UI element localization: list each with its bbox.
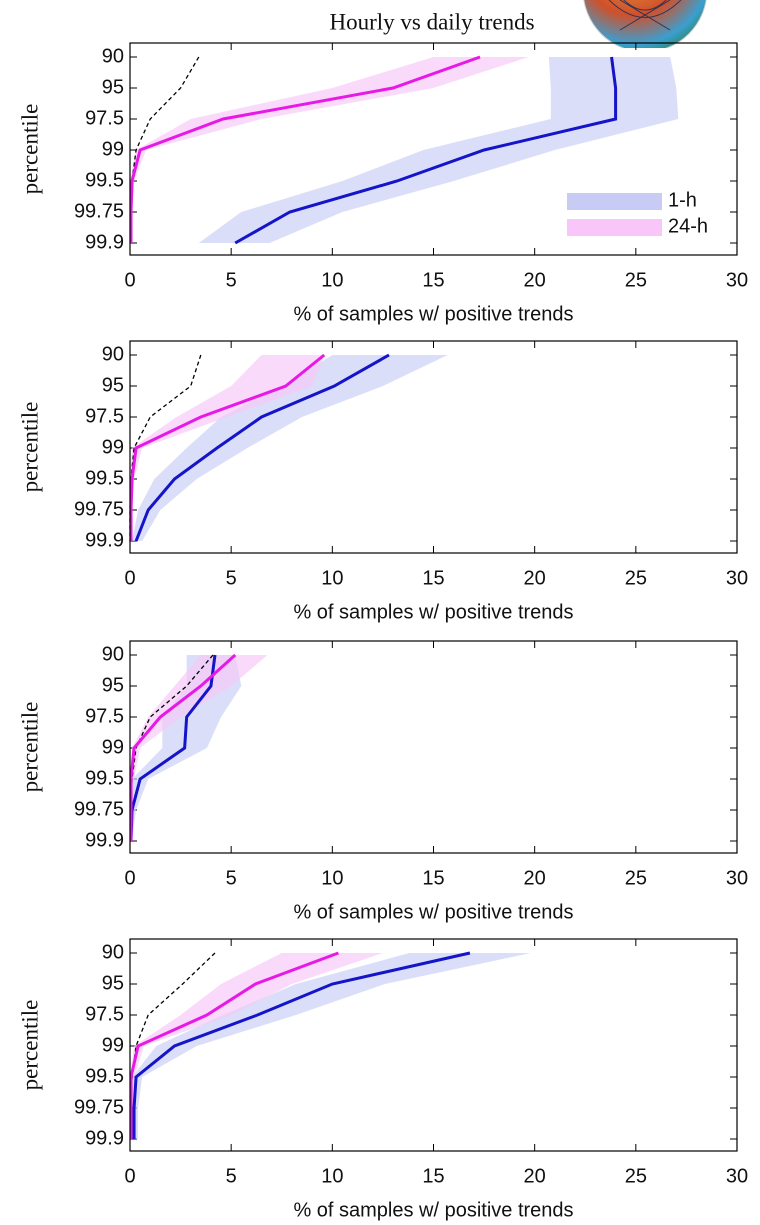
chart-title: Hourly vs daily trends xyxy=(329,9,534,34)
x-tick-label: 20 xyxy=(524,867,546,889)
band xyxy=(130,57,529,243)
y-tick-label: 97.5 xyxy=(85,107,124,129)
y-tick-label: 90 xyxy=(102,643,124,665)
y-tick-label: 99.9 xyxy=(85,231,124,253)
reference-line xyxy=(130,952,216,1139)
x-axis-label: % of samples w/ positive trends xyxy=(293,901,573,923)
y-tick-label: 99.5 xyxy=(85,467,124,489)
y-tick-label: 95 xyxy=(102,972,124,994)
x-tick-label: 25 xyxy=(625,567,647,589)
y-tick-label: 99 xyxy=(102,138,124,160)
x-tick-label: 5 xyxy=(226,1165,237,1187)
y-tick-label: 95 xyxy=(102,76,124,98)
series-line xyxy=(132,951,471,1139)
y-tick-label: 99.75 xyxy=(74,798,124,820)
y-tick-label: 99.5 xyxy=(85,1065,124,1087)
x-tick-label: 15 xyxy=(422,567,444,589)
x-tick-label: 25 xyxy=(625,867,647,889)
x-tick-label: 30 xyxy=(726,867,748,889)
series-line xyxy=(134,353,390,542)
plot-frame xyxy=(129,42,738,256)
y-tick-label: 95 xyxy=(102,674,124,696)
y-axis-label: percentile xyxy=(17,402,42,493)
y-tick-label: 90 xyxy=(102,343,124,365)
band xyxy=(130,355,325,541)
legend-label: 24-h xyxy=(668,215,708,237)
x-tick-label: 20 xyxy=(524,1165,546,1187)
band xyxy=(130,655,268,841)
y-tick-label: 99.75 xyxy=(74,498,124,520)
y-tick-label: 99.9 xyxy=(85,829,124,851)
x-tick-label: 0 xyxy=(124,269,135,291)
x-tick-label: 10 xyxy=(321,867,343,889)
x-tick-label: 25 xyxy=(625,269,647,291)
logo xyxy=(583,0,707,48)
x-tick-label: 15 xyxy=(422,867,444,889)
x-axis-label: % of samples w/ positive trends xyxy=(293,303,573,325)
x-tick-label: 25 xyxy=(625,1165,647,1187)
band xyxy=(132,953,531,1139)
series-line xyxy=(129,353,326,541)
x-tick-label: 10 xyxy=(321,269,343,291)
y-tick-label: 99 xyxy=(102,736,124,758)
x-tick-label: 15 xyxy=(422,269,444,291)
x-tick-label: 30 xyxy=(726,1165,748,1187)
band xyxy=(130,953,383,1139)
x-tick-label: 10 xyxy=(321,1165,343,1187)
x-tick-label: 0 xyxy=(124,867,135,889)
series-line xyxy=(129,55,481,243)
x-tick-label: 0 xyxy=(124,1165,135,1187)
x-tick-label: 0 xyxy=(124,567,135,589)
legend-swatch xyxy=(567,193,662,210)
x-tick-label: 30 xyxy=(726,269,748,291)
x-tick-label: 20 xyxy=(524,567,546,589)
y-tick-label: 99.75 xyxy=(74,200,124,222)
y-tick-label: 99.5 xyxy=(85,169,124,191)
y-tick-label: 99.75 xyxy=(74,1096,124,1118)
x-tick-label: 5 xyxy=(226,567,237,589)
x-tick-label: 15 xyxy=(422,1165,444,1187)
series-line xyxy=(129,653,237,841)
y-axis-label: percentile xyxy=(17,104,42,195)
x-tick-label: 5 xyxy=(226,867,237,889)
y-tick-label: 99.9 xyxy=(85,529,124,551)
plot-frame xyxy=(129,938,738,1152)
y-tick-label: 97.5 xyxy=(85,705,124,727)
x-tick-label: 20 xyxy=(524,269,546,291)
series-line xyxy=(234,56,618,245)
y-tick-label: 99.5 xyxy=(85,767,124,789)
plot-frame xyxy=(129,640,738,854)
y-tick-label: 95 xyxy=(102,374,124,396)
legend-swatch xyxy=(567,219,662,236)
band xyxy=(198,57,679,243)
plot-frame xyxy=(129,340,738,554)
x-tick-label: 5 xyxy=(226,269,237,291)
x-axis-label: % of samples w/ positive trends xyxy=(293,1199,573,1221)
y-tick-label: 99 xyxy=(102,1034,124,1056)
legend-label: 1-h xyxy=(668,189,697,211)
x-tick-label: 10 xyxy=(321,567,343,589)
y-tick-label: 99.9 xyxy=(85,1127,124,1149)
x-tick-label: 30 xyxy=(726,567,748,589)
y-tick-label: 99 xyxy=(102,436,124,458)
y-tick-label: 90 xyxy=(102,45,124,67)
y-tick-label: 97.5 xyxy=(85,405,124,427)
series-line xyxy=(129,951,339,1139)
x-axis-label: % of samples w/ positive trends xyxy=(293,601,573,623)
y-axis-label: percentile xyxy=(17,702,42,793)
y-tick-label: 90 xyxy=(102,941,124,963)
y-tick-label: 97.5 xyxy=(85,1003,124,1025)
y-axis-label: percentile xyxy=(17,1000,42,1091)
